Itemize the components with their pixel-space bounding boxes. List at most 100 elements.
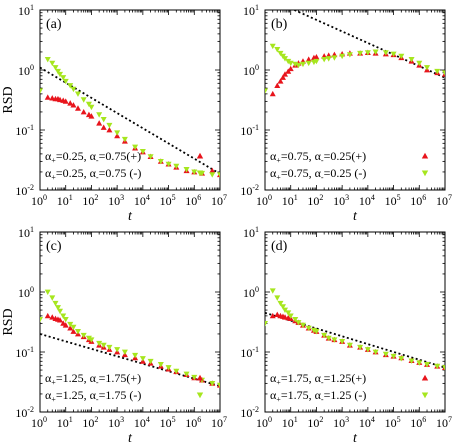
series-plus [44, 94, 220, 178]
x-tick-label: 101 [57, 415, 73, 430]
data-point [339, 339, 346, 345]
tick-base: 10 [82, 194, 94, 208]
data-point [442, 70, 445, 76]
data-point [173, 368, 180, 375]
data-point [54, 305, 61, 311]
axis-ticks [264, 9, 446, 191]
legend-subscript: - [96, 395, 99, 404]
legend-marker [421, 392, 429, 399]
tick-base: 10 [160, 416, 172, 430]
data-point [424, 362, 431, 368]
data-point [295, 62, 302, 69]
y-tick-label: 10-2 [240, 405, 259, 420]
legend-text-part: =0.75 (-) [99, 166, 142, 180]
x-tick-label: 105 [160, 193, 176, 208]
data-point [88, 337, 95, 343]
legend-alpha: α [45, 388, 52, 402]
tick-base: 10 [57, 194, 69, 208]
legend-alpha: α [45, 371, 52, 385]
data-point [416, 60, 423, 67]
data-point [313, 53, 320, 60]
legend-subscript: + [51, 173, 56, 182]
data-point [49, 295, 56, 301]
data-point [121, 349, 128, 355]
legend-alpha: α [45, 166, 52, 180]
x-tick-label: 103 [108, 193, 124, 208]
legend-text-part: =0.25 (-) [324, 166, 367, 180]
data-point [183, 371, 190, 377]
tick-exponent: 5 [172, 193, 176, 202]
data-point [274, 47, 281, 53]
tick-exponent: 0 [255, 285, 259, 294]
data-point [67, 100, 74, 106]
tick-exponent: 4 [371, 415, 375, 424]
tick-exponent: 6 [422, 193, 426, 202]
data-point [274, 295, 281, 301]
data-point [100, 124, 107, 130]
data-point [321, 57, 328, 63]
x-axis-label: t [128, 209, 133, 224]
data-point [372, 349, 379, 355]
tick-base: 10 [185, 416, 197, 430]
tick-base: 10 [15, 124, 27, 138]
data-point [408, 57, 415, 63]
data-point [85, 335, 92, 342]
tick-base: 10 [333, 416, 345, 430]
data-point [364, 50, 371, 56]
data-point [67, 325, 74, 331]
data-point [80, 108, 87, 115]
data-point [408, 358, 415, 364]
legend-text-part: =0.25(+) [324, 149, 367, 163]
tick-base: 10 [15, 346, 27, 360]
tick-exponent: 7 [448, 415, 452, 424]
tick-base: 10 [385, 194, 397, 208]
data-point [85, 101, 92, 108]
x-tick-label: 102 [82, 415, 98, 430]
data-point [339, 53, 346, 60]
data-point [305, 60, 312, 67]
data-point [325, 335, 332, 342]
tick-exponent: -1 [27, 123, 34, 132]
legend-entry-label: α+=0.75, α-=0.25(+) [270, 149, 366, 165]
legend-text-part: =1.25, [56, 371, 90, 385]
tick-base: 10 [134, 194, 146, 208]
data-point [285, 310, 292, 316]
tick-base: 10 [82, 416, 94, 430]
legend-alpha: α [270, 371, 277, 385]
data-point [321, 332, 328, 339]
data-point [282, 71, 289, 77]
legend: α+=0.25, α-=0.75(+)α+=0.25, α-=0.75 (-) [45, 149, 204, 182]
plot-frame [39, 9, 221, 191]
legend: α+=1.75, α-=1.25(+)α+=1.75, α-=1.25 (-) [270, 371, 429, 404]
tick-exponent: 1 [69, 415, 73, 424]
x-tick-label: 100 [256, 415, 272, 430]
data-point [209, 167, 216, 174]
legend-entry-label: α+=0.75, α-=0.25 (-) [270, 166, 366, 182]
data-point [331, 337, 338, 343]
data-point [325, 56, 332, 62]
tick-exponent: 4 [146, 415, 150, 424]
tick-exponent: 6 [197, 415, 201, 424]
legend: α+=1.25, α-=1.75(+)α+=1.25, α-=1.75 (-) [45, 371, 204, 404]
x-tick-label: 105 [385, 193, 401, 208]
data-point [106, 122, 113, 129]
data-point [209, 172, 216, 178]
tick-base: 10 [18, 64, 30, 78]
tick-exponent: 5 [172, 415, 176, 424]
tick-exponent: 1 [294, 415, 298, 424]
y-tick-label: 10-2 [15, 183, 34, 198]
data-point [96, 120, 103, 126]
tick-base: 10 [240, 124, 252, 138]
data-point [331, 55, 338, 61]
data-point [398, 53, 405, 60]
series-minus [40, 57, 220, 178]
reference-line [265, 311, 445, 369]
data-point [54, 68, 61, 75]
x-tick-label: 102 [82, 193, 98, 208]
y-tick-label: 10-1 [15, 123, 34, 138]
x-tick-label: 104 [359, 193, 375, 208]
x-tick-label: 103 [333, 193, 349, 208]
data-point [70, 102, 77, 108]
tick-base: 10 [359, 416, 371, 430]
data-point [287, 60, 294, 67]
